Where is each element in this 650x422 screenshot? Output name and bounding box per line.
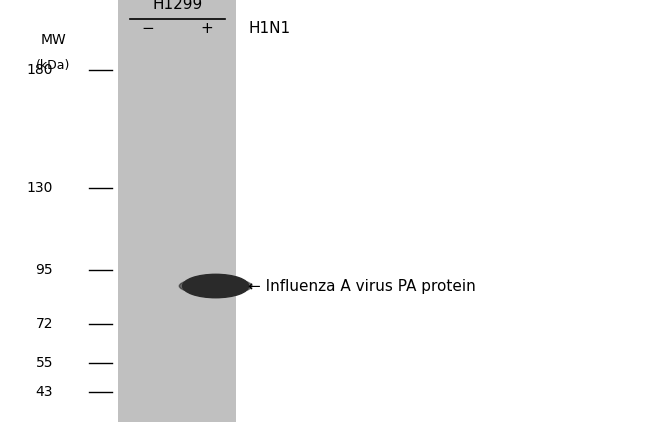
- Text: H1299: H1299: [152, 0, 202, 12]
- Text: MW: MW: [40, 33, 66, 47]
- Text: 55: 55: [36, 357, 53, 371]
- Text: −: −: [141, 21, 154, 35]
- Text: ← Influenza A virus PA protein: ← Influenza A virus PA protein: [248, 279, 476, 294]
- Text: H1N1: H1N1: [248, 21, 291, 35]
- Ellipse shape: [183, 274, 249, 298]
- Text: 72: 72: [36, 316, 53, 330]
- Text: 95: 95: [36, 262, 53, 276]
- Bar: [118, 0, 237, 422]
- Text: 43: 43: [36, 384, 53, 398]
- Text: 180: 180: [27, 63, 53, 77]
- Text: 130: 130: [27, 181, 53, 195]
- Ellipse shape: [179, 278, 252, 294]
- Text: (kDa): (kDa): [36, 59, 70, 72]
- Text: +: +: [200, 21, 213, 35]
